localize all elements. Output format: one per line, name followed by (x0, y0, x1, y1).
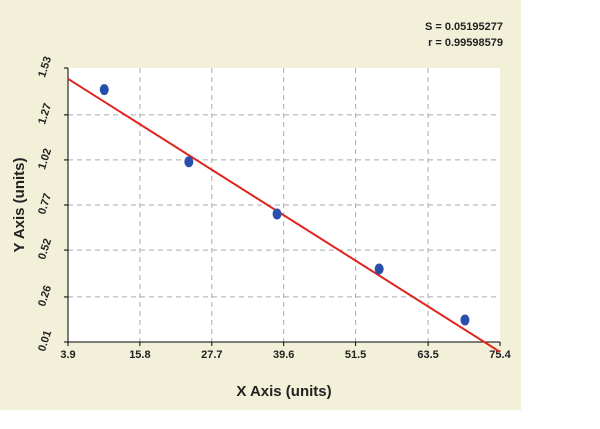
x-tick-label: 15.8 (129, 349, 150, 361)
x-tick-label: 39.6 (273, 349, 294, 361)
y-axis-label: Y Axis (units) (11, 157, 28, 252)
data-point (184, 156, 194, 168)
data-point (99, 84, 109, 96)
data-point (460, 314, 470, 326)
x-tick-label: 51.5 (345, 349, 366, 361)
x-axis-label: X Axis (units) (236, 383, 331, 400)
x-tick-label: 75.4 (489, 349, 511, 361)
data-point (374, 263, 384, 275)
x-tick-label: 3.9 (60, 349, 75, 361)
data-point (272, 208, 282, 220)
x-tick-label: 27.7 (201, 349, 222, 361)
fit-line (67, 77, 501, 353)
x-tick-label: 63.5 (417, 349, 438, 361)
annotation: r = 0.99598579 (428, 37, 503, 49)
annotation: S = 0.05195277 (425, 21, 503, 33)
